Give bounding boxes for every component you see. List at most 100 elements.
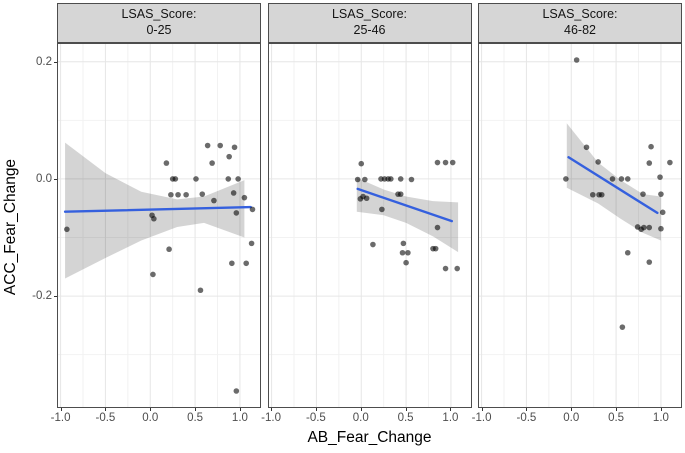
x-tick-mark [271, 408, 273, 411]
y-tick-label: -0.2 [32, 290, 52, 303]
x-tick-mark [405, 408, 407, 411]
x-tick-label: 1.0 [652, 412, 669, 424]
plot-area-25-46 [267, 43, 472, 408]
data-point [624, 176, 631, 182]
data-point [404, 249, 411, 256]
facet-panel-46-82: LSAS_Score: 46-82 [478, 3, 682, 408]
data-point [235, 176, 241, 182]
data-point [361, 176, 368, 183]
x-tick-label: 0.5 [608, 412, 625, 424]
data-point [453, 265, 460, 272]
data-point [172, 176, 179, 182]
x-tick-label: 0.5 [397, 412, 414, 424]
data-point [449, 159, 456, 166]
facet-strip-0-25: LSAS_Score: 0-25 [57, 3, 261, 43]
data-point [598, 191, 605, 198]
facet-strip-46-82: LSAS_Score: 46-82 [478, 3, 682, 43]
data-point [183, 191, 189, 198]
data-point [648, 143, 654, 150]
data-point [231, 144, 238, 151]
x-tick-mark [60, 408, 62, 411]
data-point [150, 271, 156, 278]
x-tick-mark [526, 408, 528, 411]
x-tick-mark [450, 408, 452, 411]
data-point [397, 176, 404, 182]
data-point [399, 249, 405, 256]
facet-strip-25-46: LSAS_Score: 25-46 [267, 3, 472, 43]
data-point [434, 224, 440, 231]
data-point [226, 153, 232, 160]
y-tick-mark [54, 178, 57, 180]
data-point [442, 265, 448, 272]
data-point [168, 191, 174, 198]
data-point [646, 259, 653, 265]
data-point [241, 194, 248, 201]
x-tick-mark [195, 408, 197, 411]
data-point [363, 195, 369, 202]
data-point [209, 160, 215, 166]
x-tick-label: -1.0 [261, 412, 281, 424]
data-point [197, 287, 204, 294]
data-point [369, 241, 376, 248]
x-tick-label: 0.5 [187, 412, 204, 424]
data-point [378, 206, 385, 213]
x-tick-label: 0.0 [563, 412, 580, 424]
regression-line [355, 187, 453, 223]
x-tick-mark [360, 408, 362, 411]
data-point [434, 159, 440, 166]
data-point [641, 224, 647, 231]
data-point [217, 142, 223, 149]
data-point [151, 215, 157, 222]
data-point [618, 176, 625, 182]
data-point [357, 160, 364, 167]
data-point [400, 240, 406, 247]
facet-strip-title: LSAS_Score: [121, 7, 197, 22]
facet-strip-title: LSAS_Score: [331, 7, 408, 22]
x-tick-label: 0.0 [142, 412, 159, 424]
data-point [233, 388, 240, 394]
y-tick-label: 0.2 [36, 55, 52, 68]
x-tick-mark [571, 408, 573, 411]
facet-strip-title: LSAS_Score: [542, 7, 618, 22]
data-point [211, 197, 217, 204]
data-point [229, 260, 235, 267]
facet-panel-0-25: LSAS_Score: 0-25 [57, 3, 261, 408]
data-point [609, 176, 616, 182]
x-tick-label: -0.5 [516, 412, 537, 424]
plot-area-46-82 [478, 43, 682, 408]
plot-area-0-25 [57, 43, 261, 408]
data-point [408, 176, 414, 183]
data-point [354, 176, 360, 183]
x-tick-mark [150, 408, 152, 411]
data-point [402, 259, 409, 266]
data-point [619, 324, 626, 330]
data-point [248, 240, 255, 247]
data-point [646, 160, 653, 166]
data-point [595, 159, 601, 165]
x-axis-title: AB_Fear_Change [307, 429, 432, 446]
data-point [658, 225, 664, 232]
data-point [397, 191, 404, 197]
data-point [175, 191, 181, 198]
y-axis-title: ACC_Fear_Change [2, 158, 19, 296]
data-point [230, 190, 237, 196]
data-point [204, 142, 211, 149]
x-tick-label: 1.0 [231, 412, 248, 424]
data-point [166, 246, 172, 253]
panel-border [57, 43, 261, 408]
data-point [64, 226, 70, 233]
data-point [573, 57, 580, 63]
x-tick-label: -0.5 [95, 412, 116, 424]
panel-border [478, 43, 682, 408]
x-tick-label: 0.0 [352, 412, 369, 424]
data-point [243, 260, 250, 267]
confidence-band [566, 123, 661, 241]
x-tick-mark [239, 408, 241, 411]
data-point [432, 245, 438, 252]
data-point [225, 176, 232, 182]
facet-strip-range: 0-25 [146, 23, 172, 37]
facet-panel-25-46: LSAS_Score: 25-46 [267, 3, 472, 408]
data-point [193, 176, 199, 182]
data-point [563, 176, 569, 182]
regression-line [567, 156, 659, 215]
